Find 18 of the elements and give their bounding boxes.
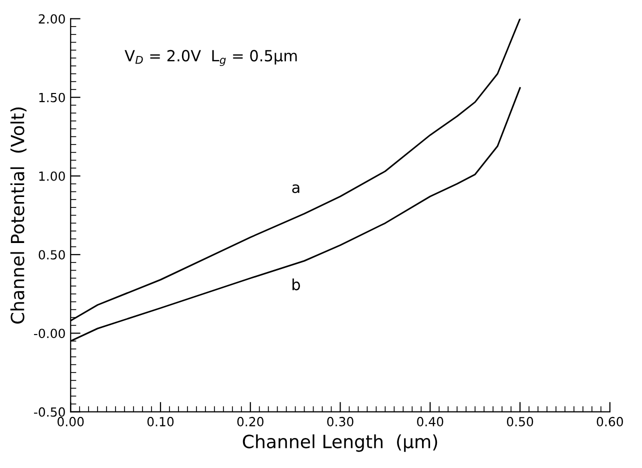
y-tick-label: 2.00 (38, 14, 65, 24)
y-tick-label: 0.50 (38, 250, 65, 260)
x-tick-label: 0.50 (506, 416, 534, 426)
x-tick-label: 0.60 (596, 416, 623, 426)
y-tick-label: -0.00 (34, 328, 65, 338)
y-tick-label: 1.00 (39, 171, 65, 181)
x-tick-label: 0.30 (327, 416, 354, 426)
series-label: b (292, 278, 300, 290)
y-tick-label: 1.50 (39, 92, 65, 102)
x-tick-label: 0.40 (417, 416, 444, 426)
x-tick-label: 0.20 (237, 416, 264, 426)
y-axis-title: Channel Potential (Volt) (10, 108, 26, 324)
x-tick-label: 0.00 (58, 416, 84, 426)
x-axis-title: Channel Length (μm) (242, 434, 438, 452)
x-tick-label: 0.10 (147, 416, 174, 426)
annotation: V$_{D}$ = 2.0V L$_{g}$ = 0.5μm (124, 50, 297, 66)
y-tick-label: -0.50 (34, 407, 65, 417)
series-label: a (292, 184, 300, 194)
